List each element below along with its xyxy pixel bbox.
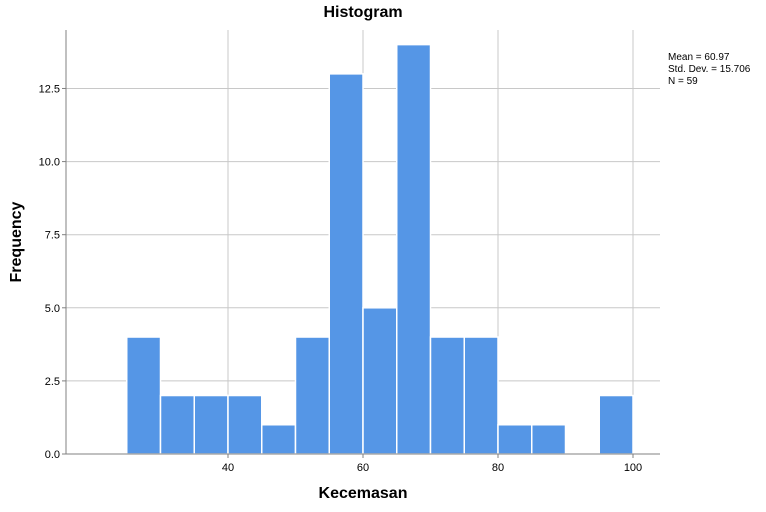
y-axis-label: Frequency: [8, 201, 25, 283]
histogram-bar: [598, 394, 634, 455]
histogram-bar: [328, 73, 364, 455]
std-dev-stat: Std. Dev. = 15.706: [668, 64, 751, 75]
histogram-bar: [227, 394, 263, 455]
histogram-bar: [396, 43, 432, 455]
chart-title: Histogram: [323, 4, 403, 21]
y-tick-label: 5.0: [45, 303, 60, 315]
y-tick-label: 2.5: [45, 376, 60, 388]
summary-statistics: Mean = 60.97 Std. Dev. = 15.706 N = 59: [668, 52, 750, 88]
histogram-bar: [429, 336, 465, 455]
y-tick-label: 0.0: [45, 449, 60, 461]
histogram-bar: [362, 307, 398, 455]
y-tick-label: 12.5: [39, 83, 60, 95]
n-stat: N = 59: [668, 76, 698, 87]
histogram-bar: [159, 394, 195, 455]
histogram-bar: [531, 424, 567, 455]
y-tick-label: 10.0: [39, 157, 60, 169]
histogram-bar: [294, 336, 330, 455]
x-axis-label: Kecemasan: [318, 485, 408, 502]
histogram-bar: [193, 394, 229, 455]
y-tick-label: 7.5: [45, 230, 60, 242]
x-tick-label: 40: [222, 462, 234, 474]
histogram-bar: [497, 424, 533, 455]
x-tick-label: 80: [492, 462, 504, 474]
x-tick-label: 60: [357, 462, 369, 474]
histogram-bar: [261, 424, 297, 455]
histogram-bar: [463, 336, 499, 455]
mean-stat: Mean = 60.97: [668, 52, 730, 63]
histogram-bar: [126, 336, 162, 455]
x-tick-label: 100: [624, 462, 642, 474]
